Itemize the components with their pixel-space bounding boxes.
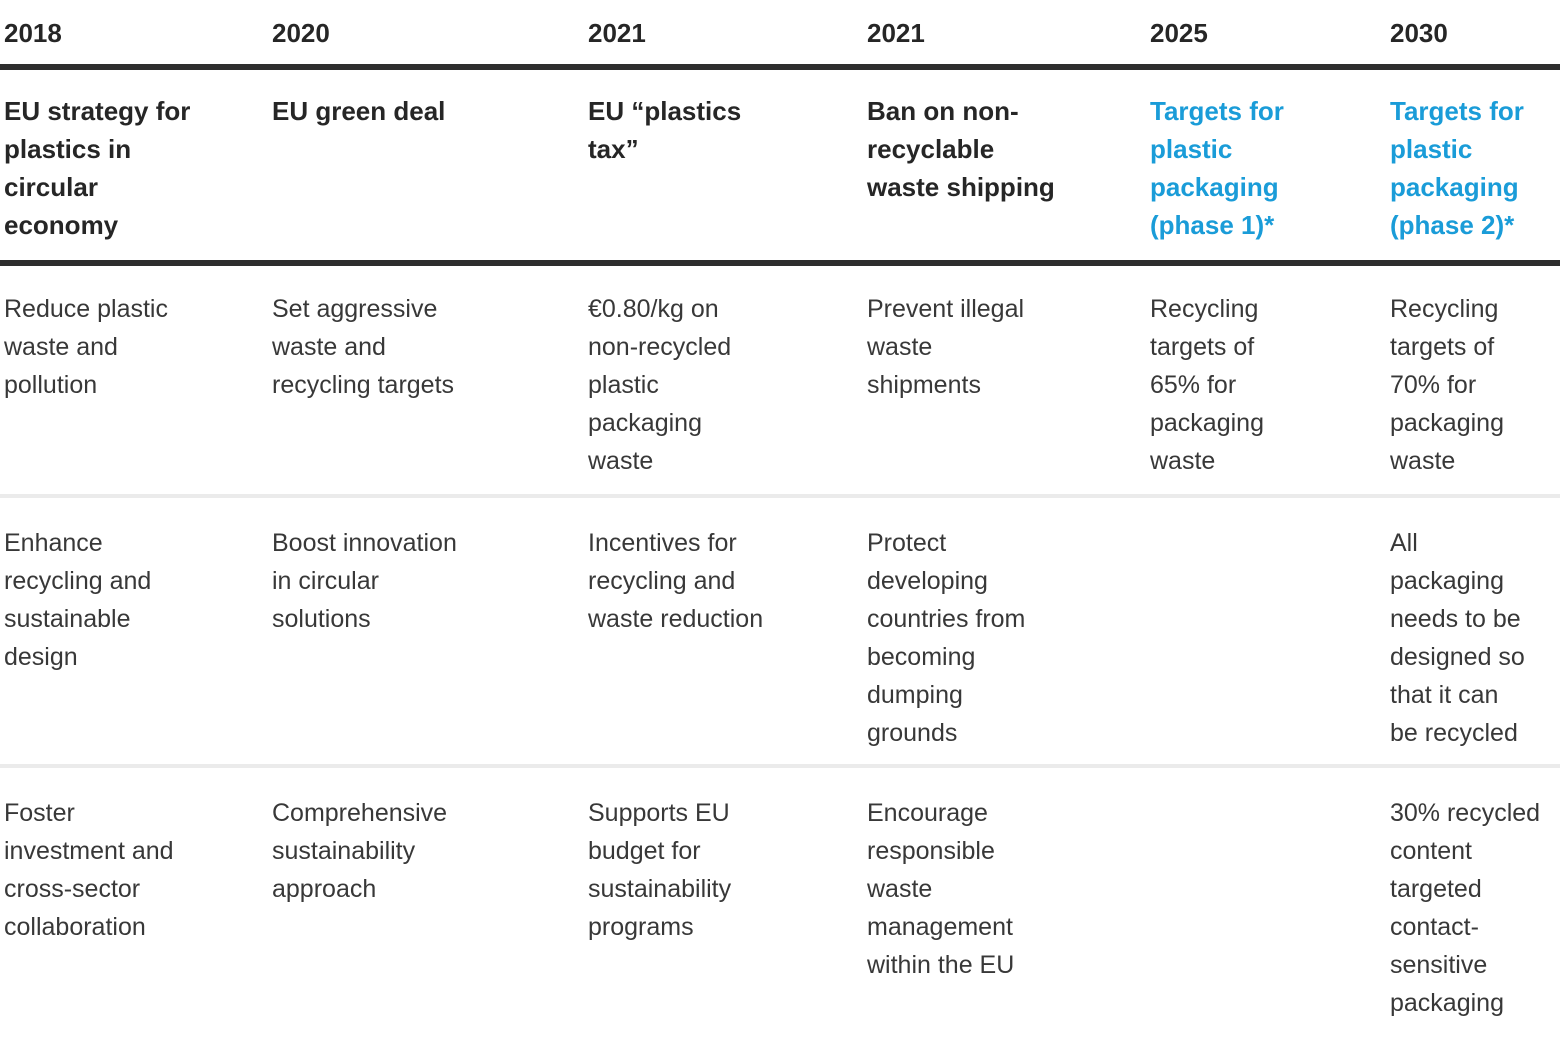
year-label-2021-ban: 2021: [867, 18, 925, 48]
table-cell: All packaging needs to be designed so th…: [1390, 529, 1525, 747]
table-cell: Encourage responsible waste management w…: [867, 799, 1015, 979]
year-label-2021-tax: 2021: [588, 18, 646, 48]
year-label-2030: 2030: [1390, 18, 1448, 48]
year-label-2018: 2018: [4, 18, 62, 48]
table-row-outcomes: Foster investment and cross-sector colla…: [0, 768, 1560, 1038]
table-cell: Incentives for recycling and waste reduc…: [588, 529, 764, 633]
column-title-targets-phase-1: Targets for plastic packaging (phase 1)*: [1150, 96, 1284, 240]
table-cell: 30% recycled content targeted contact- s…: [1390, 799, 1541, 1017]
table-cell: Set aggressive waste and recycling targe…: [272, 295, 455, 399]
table-cell: Protect developing countries from becomi…: [867, 529, 1026, 747]
table-cell: Prevent illegal waste shipments: [867, 295, 1025, 399]
table-cell: Recycling targets of 70% for packaging w…: [1390, 295, 1504, 475]
year-label-2025: 2025: [1150, 18, 1208, 48]
table-cell: Reduce plastic waste and pollution: [4, 295, 168, 399]
table-cell: Enhance recycling and sustainable design: [4, 529, 152, 671]
table-row-goals: Reduce plastic waste and pollution Set a…: [0, 266, 1560, 498]
table-cell: Boost innovation in circular solutions: [272, 529, 457, 633]
year-label-2020: 2020: [272, 18, 330, 48]
table-cell: Foster investment and cross-sector colla…: [4, 799, 174, 941]
table-cell: [1150, 524, 1390, 752]
table-cell: [1150, 794, 1390, 1022]
table-cell: Supports EU budget for sustainability pr…: [588, 799, 732, 941]
table-row-measures: Enhance recycling and sustainable design…: [0, 498, 1560, 768]
years-row: 2018 2020 2021 2021 2025 2030: [0, 0, 1560, 70]
column-title-eu-strategy: EU strategy for plastics in circular eco…: [4, 96, 191, 240]
column-title-green-deal: EU green deal: [272, 96, 446, 126]
column-title-targets-phase-2: Targets for plastic packaging (phase 2)*: [1390, 96, 1524, 240]
column-title-waste-shipping-ban: Ban on non- recyclable waste shipping: [867, 96, 1055, 202]
column-title-plastics-tax: EU “plastics tax”: [588, 96, 742, 164]
table-cell: Recycling targets of 65% for packaging w…: [1150, 295, 1264, 475]
table-cell: Comprehensive sustainability approach: [272, 799, 448, 903]
table-cell: €0.80/kg on non-recycled plastic packagi…: [588, 295, 732, 475]
column-headers-row: EU strategy for plastics in circular eco…: [0, 70, 1560, 266]
